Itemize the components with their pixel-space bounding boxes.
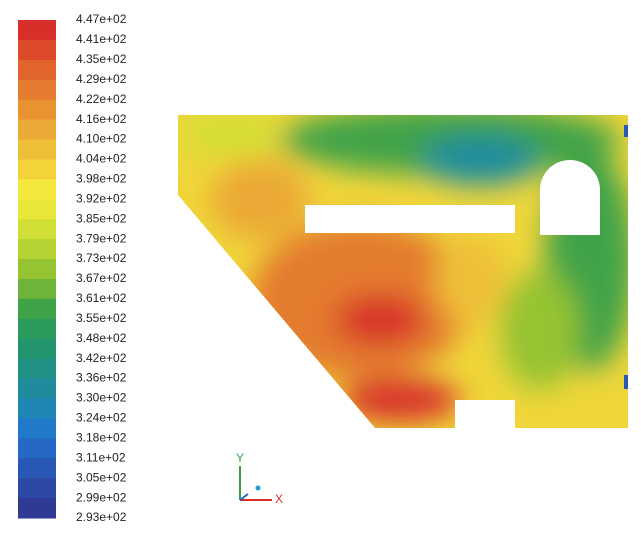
colorbar-label: 4.47e+02 xyxy=(76,12,127,26)
colorbar-band xyxy=(18,199,56,220)
colorbar-label: 4.04e+02 xyxy=(76,152,127,166)
colorbar-label: 3.48e+02 xyxy=(76,331,127,345)
colorbar-band xyxy=(18,338,56,360)
colorbar-label: 3.42e+02 xyxy=(76,351,127,365)
colorbar-band xyxy=(18,59,56,81)
colorbar-label: 2.93e+02 xyxy=(76,510,127,524)
colorbar-label: 3.92e+02 xyxy=(76,191,127,205)
colorbar-band xyxy=(18,438,56,459)
colorbar-label: 3.24e+02 xyxy=(76,411,127,425)
colorbar-band xyxy=(18,219,56,240)
colorbar-band xyxy=(18,318,56,340)
colorbar-label: 4.29e+02 xyxy=(76,72,127,86)
colorbar-label: 4.35e+02 xyxy=(76,52,127,66)
colorbar-band xyxy=(18,298,56,320)
colorbar-label: 4.41e+02 xyxy=(76,32,127,46)
y-label: Y xyxy=(236,451,244,465)
colorbar-label: 3.11e+02 xyxy=(76,450,126,464)
colorbar: 4.47e+02 4.41e+02 4.35e+02 4.29e+02 4.22e+02… xyxy=(18,12,127,524)
colorbar-band xyxy=(18,478,56,499)
colorbar-band xyxy=(18,159,56,180)
colorbar-band xyxy=(18,358,56,380)
colorbar-band xyxy=(18,20,56,41)
slot xyxy=(305,205,515,233)
colorbar-label: 3.18e+02 xyxy=(76,430,127,444)
colorbar-band xyxy=(18,458,56,479)
colorbar-label: 3.55e+02 xyxy=(76,311,127,325)
colorbar-band xyxy=(18,79,56,101)
colorbar-band xyxy=(18,99,56,121)
colorbar-label: 3.61e+02 xyxy=(76,291,127,305)
colorbar-label: 3.85e+02 xyxy=(76,211,127,225)
origin-dot xyxy=(255,485,261,491)
colorbar-band xyxy=(18,418,56,439)
colorbar-label: 3.79e+02 xyxy=(76,231,127,245)
colorbar-band xyxy=(18,259,56,280)
contour-field xyxy=(178,115,628,428)
colorbar-label: 4.22e+02 xyxy=(76,92,127,106)
colorbar-band xyxy=(18,398,56,419)
colorbar-band xyxy=(18,378,56,399)
colorbar-label: 4.10e+02 xyxy=(76,132,127,146)
colorbar-label: 4.16e+02 xyxy=(76,112,127,126)
colorbar-band xyxy=(18,239,56,260)
colorbar-band xyxy=(18,179,56,200)
colorbar-band xyxy=(18,39,56,61)
colorbar-label: 2.99e+02 xyxy=(76,490,127,504)
colorbar-label: 3.67e+02 xyxy=(76,271,127,285)
colorbar-label: 3.05e+02 xyxy=(76,470,127,484)
x-label: X xyxy=(275,492,283,506)
arch-hole xyxy=(540,160,600,235)
colorbar-band xyxy=(18,139,56,160)
colorbar-band xyxy=(18,119,56,141)
axis-triad: Y X xyxy=(236,451,283,506)
colorbar-label: 3.73e+02 xyxy=(76,251,127,265)
colorbar-band xyxy=(18,498,56,519)
colorbar-label: 3.36e+02 xyxy=(76,371,127,385)
colorbar-label: 3.30e+02 xyxy=(76,391,127,405)
colorbar-band xyxy=(18,278,56,300)
z-axis-arrow xyxy=(239,493,249,501)
colorbar-label: 3.98e+02 xyxy=(76,172,127,186)
